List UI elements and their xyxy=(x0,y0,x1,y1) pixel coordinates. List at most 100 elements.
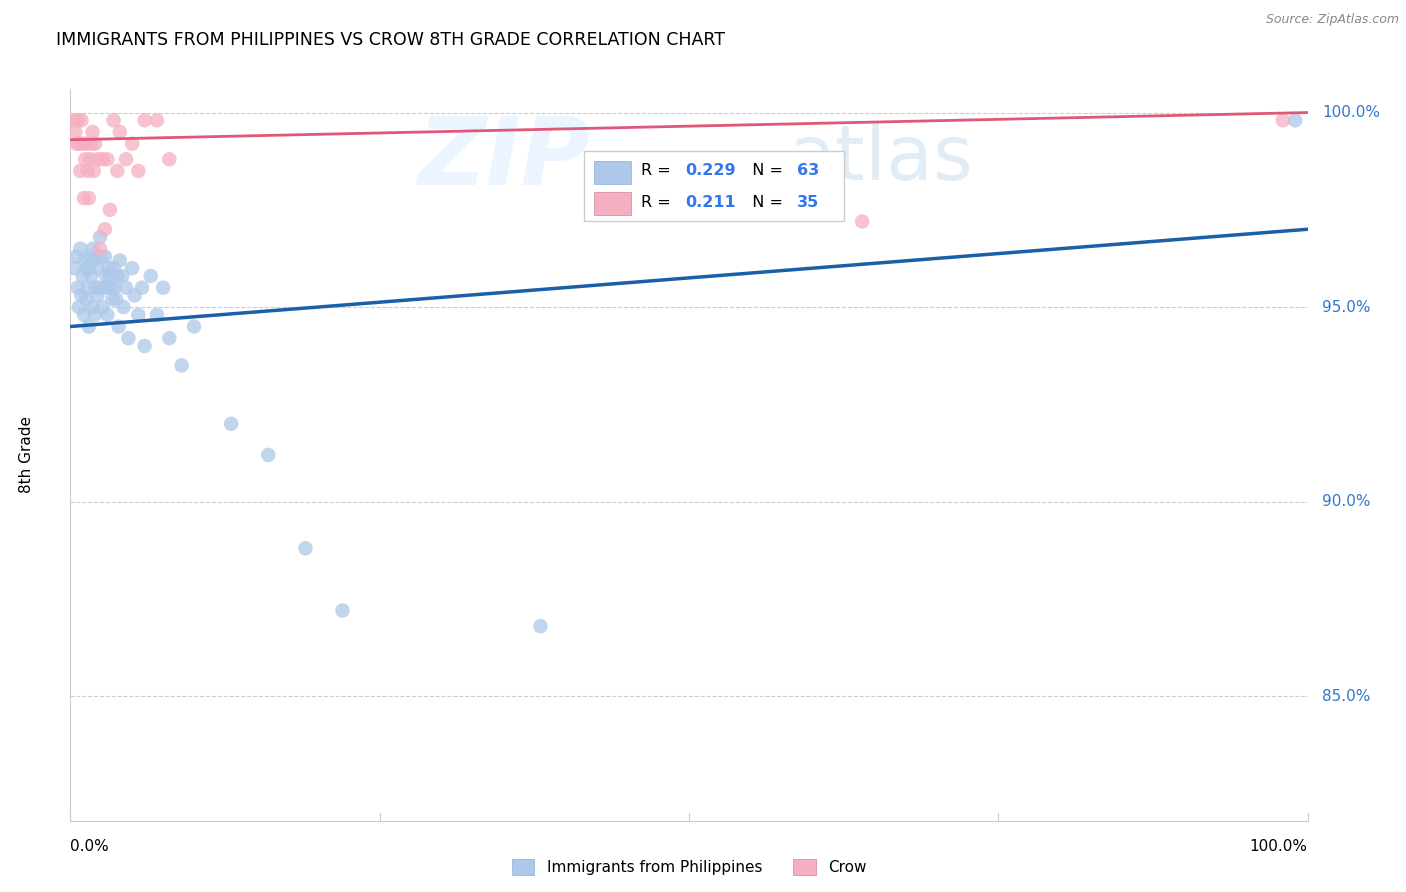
Point xyxy=(146,308,169,322)
Point xyxy=(1271,113,1294,128)
Point xyxy=(72,268,94,283)
Point xyxy=(69,164,91,178)
Text: IMMIGRANTS FROM PHILIPPINES VS CROW 8TH GRADE CORRELATION CHART: IMMIGRANTS FROM PHILIPPINES VS CROW 8TH … xyxy=(56,31,725,49)
Point xyxy=(69,242,91,256)
Text: 85.0%: 85.0% xyxy=(1323,689,1371,704)
Point xyxy=(80,268,103,283)
Point xyxy=(75,253,97,268)
Text: N =: N = xyxy=(742,194,789,210)
Point xyxy=(529,619,551,633)
Text: ZIP: ZIP xyxy=(418,112,591,204)
Point xyxy=(86,288,108,302)
Point xyxy=(77,319,100,334)
Bar xyxy=(593,192,631,215)
Point xyxy=(332,603,354,617)
Bar xyxy=(593,161,631,184)
Point xyxy=(73,308,96,322)
Point xyxy=(65,125,87,139)
Point xyxy=(105,293,128,307)
Point xyxy=(108,125,131,139)
Point xyxy=(77,191,100,205)
Point xyxy=(146,113,169,128)
Point xyxy=(104,280,127,294)
Point xyxy=(83,164,105,178)
Point xyxy=(83,253,105,268)
Point xyxy=(103,261,125,276)
Point xyxy=(117,331,139,345)
Point xyxy=(86,261,108,276)
Point xyxy=(63,261,86,276)
Text: 95.0%: 95.0% xyxy=(1323,300,1371,315)
Point xyxy=(82,242,104,256)
Point xyxy=(157,153,180,167)
Point xyxy=(72,136,94,151)
Point xyxy=(127,164,149,178)
Point xyxy=(66,280,89,294)
Point xyxy=(111,268,134,283)
Point xyxy=(107,319,129,334)
Text: Source: ZipAtlas.com: Source: ZipAtlas.com xyxy=(1265,13,1399,27)
Point xyxy=(87,280,110,294)
Point xyxy=(89,242,111,256)
Point xyxy=(105,268,128,283)
Point xyxy=(67,136,90,151)
Point xyxy=(121,261,143,276)
Text: 35: 35 xyxy=(797,194,818,210)
Point xyxy=(84,308,107,322)
Point xyxy=(294,541,316,556)
Point xyxy=(115,280,138,294)
Point xyxy=(105,164,128,178)
Point xyxy=(101,293,124,307)
Point xyxy=(75,261,97,276)
Point xyxy=(63,113,86,128)
Point xyxy=(76,280,98,294)
Point xyxy=(91,153,114,167)
Point xyxy=(96,268,118,283)
Point xyxy=(75,293,97,307)
Text: N =: N = xyxy=(742,163,789,178)
Point xyxy=(73,191,96,205)
Point xyxy=(94,250,117,264)
Point xyxy=(257,448,280,462)
Point xyxy=(67,300,90,314)
Point xyxy=(66,113,89,128)
Point xyxy=(96,308,118,322)
Point xyxy=(90,250,112,264)
Point xyxy=(139,268,162,283)
Point xyxy=(124,288,146,302)
Point xyxy=(131,280,153,294)
Point xyxy=(183,319,205,334)
Text: 63: 63 xyxy=(797,163,818,178)
Point xyxy=(79,153,101,167)
Text: 0.211: 0.211 xyxy=(685,194,735,210)
Point xyxy=(134,339,156,353)
Text: atlas: atlas xyxy=(787,121,973,195)
Text: R =: R = xyxy=(641,163,675,178)
Point xyxy=(127,308,149,322)
Point xyxy=(96,153,118,167)
Point xyxy=(89,230,111,244)
Point xyxy=(80,136,103,151)
Point xyxy=(97,261,120,276)
Point xyxy=(121,136,143,151)
Point xyxy=(152,280,174,294)
Text: 0.229: 0.229 xyxy=(685,163,735,178)
Point xyxy=(70,288,93,302)
Point xyxy=(108,253,131,268)
Point xyxy=(91,300,114,314)
Text: 8th Grade: 8th Grade xyxy=(20,417,35,493)
Point xyxy=(112,300,135,314)
Text: 100.0%: 100.0% xyxy=(1323,105,1381,120)
Point xyxy=(96,280,118,294)
Point xyxy=(79,250,101,264)
Point xyxy=(115,153,138,167)
Text: 0.0%: 0.0% xyxy=(70,838,110,854)
Point xyxy=(1284,113,1306,128)
Legend: Immigrants from Philippines, Crow: Immigrants from Philippines, Crow xyxy=(512,859,866,875)
Point xyxy=(82,125,104,139)
Point xyxy=(98,202,121,217)
Point xyxy=(98,268,121,283)
Point xyxy=(103,113,125,128)
Point xyxy=(84,136,107,151)
Text: R =: R = xyxy=(641,194,681,210)
